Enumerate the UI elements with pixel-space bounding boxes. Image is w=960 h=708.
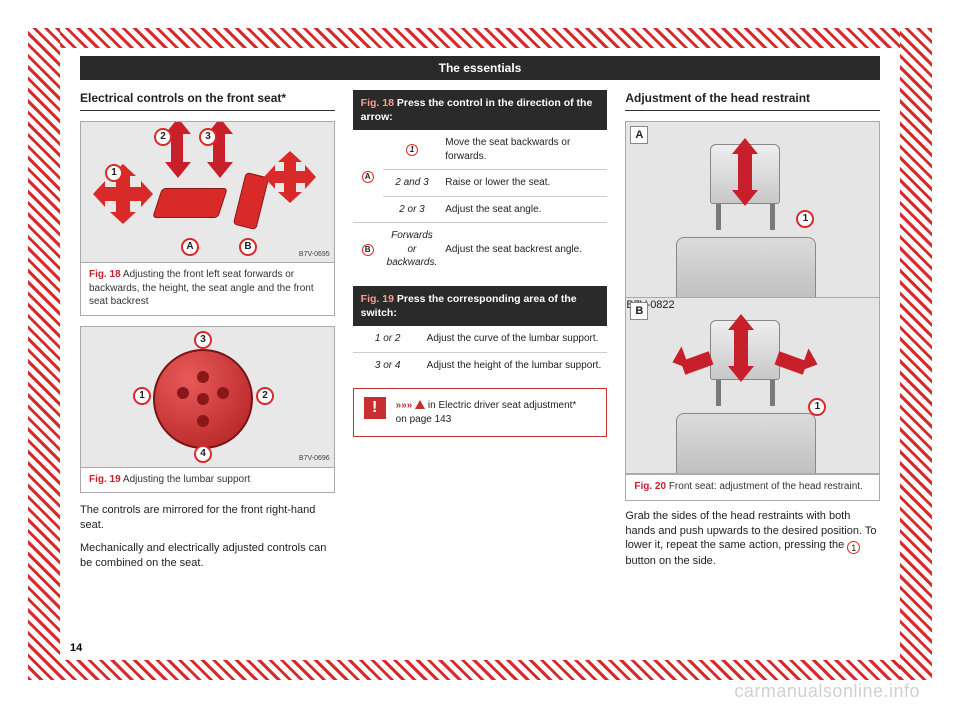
fig20a-bubble-1: 1 (796, 210, 814, 228)
warning-box: ! »»» in Electric driver seat adjustment… (353, 388, 608, 437)
figure-19-number: Fig. 19 (89, 474, 121, 485)
figure-19: 1 2 3 4 B7V-0696 Fig. 19 Adjusting the l… (80, 326, 335, 494)
figure-18-number: Fig. 18 (89, 269, 121, 280)
figure-18-caption-text: Adjusting the front left seat forwards o… (89, 269, 314, 307)
table19-desc-2: Adjust the height of the lumbar support. (423, 352, 608, 378)
table18-desc-1: Move the seat backwards or forwards. (441, 130, 607, 170)
figure-18-code: B7V-0695 (299, 250, 330, 259)
table18-ctrl-2: 2 and 3 (395, 177, 428, 188)
fig20b-bubble-1: 1 (808, 398, 826, 416)
col1-para-1: The controls are mirrored for the front … (80, 503, 335, 533)
fig18-bubble-2: 2 (154, 128, 172, 146)
warning-text-1: in Electric driver seat adjustment* (428, 400, 576, 411)
watermark: carmanualsonline.info (734, 681, 920, 702)
fig19-bubble-2: 2 (256, 387, 274, 405)
table18-desc-4: Adjust the seat backrest angle. (441, 223, 607, 276)
figure-19-caption-text: Adjusting the lumbar support (123, 474, 250, 485)
table-row: 3 or 4 Adjust the height of the lumbar s… (353, 352, 608, 378)
table-19-head-fignum: Fig. 19 (361, 293, 394, 305)
col3-para: Grab the sides of the head restraints wi… (625, 509, 880, 570)
page-content: The essentials Electrical controls on th… (60, 48, 900, 660)
table-row: A 1 Move the seat backwards or forwards. (353, 130, 608, 170)
panel-letter-a: A (630, 126, 648, 144)
figure-20-number: Fig. 20 (634, 481, 666, 492)
column-3: Adjustment of the head restraint A 1 B (625, 90, 880, 579)
page-border-top (28, 28, 932, 48)
column-2: Fig. 18 Press the control in the directi… (353, 90, 608, 579)
figure-20-caption: Fig. 20 Front seat: adjustment of the he… (626, 474, 879, 500)
chapter-title: The essentials (80, 56, 880, 80)
table18-desc-2: Raise or lower the seat. (441, 170, 607, 197)
table-18: A 1 Move the seat backwards or forwards.… (353, 130, 608, 276)
table18-letter-b: B (362, 244, 374, 256)
page-border-left (28, 28, 60, 680)
figure-20: A 1 B (625, 121, 880, 501)
heading-electrical-controls: Electrical controls on the front seat* (80, 90, 335, 111)
heading-head-restraint: Adjustment of the head restraint (625, 90, 880, 111)
figure-19-image: 1 2 3 4 B7V-0696 (81, 327, 334, 467)
table18-ctrl-3: 2 or 3 (399, 204, 425, 215)
figure-20-panel-a: A 1 (626, 122, 879, 298)
warning-icon: ! (364, 397, 386, 419)
table19-ctrl-1: 1 or 2 (375, 333, 401, 344)
table-19-head-text: Press the corresponding area of the swit… (361, 293, 577, 319)
fig19-bubble-4: 4 (194, 445, 212, 463)
table-row: 2 and 3 Raise or lower the seat. (353, 170, 608, 197)
table-19-head: Fig. 19 Press the corresponding area of … (353, 286, 608, 326)
col3-para-text-2: button on the side. (625, 555, 716, 567)
table19-ctrl-2: 3 or 4 (375, 360, 401, 371)
inline-bubble-1: 1 (847, 541, 860, 554)
table-row: B Forwards or backwards. Adjust the seat… (353, 223, 608, 276)
col3-para-text-1: Grab the sides of the head restraints wi… (625, 510, 876, 552)
table-19: 1 or 2 Adjust the curve of the lumbar su… (353, 326, 608, 378)
column-1: Electrical controls on the front seat* (80, 90, 335, 579)
table-18-head-text: Press the control in the direction of th… (361, 97, 593, 123)
table18-ctrl-1: 1 (406, 144, 418, 156)
page-number: 14 (70, 642, 82, 654)
figure-18-caption: Fig. 18 Adjusting the front left seat fo… (81, 262, 334, 315)
figure-18-image: A B 1 2 3 B7V-0695 (81, 122, 334, 262)
fig19-bubble-1: 1 (133, 387, 151, 405)
fig18-label-b: B (239, 238, 257, 256)
table-row: 1 or 2 Adjust the curve of the lumbar su… (353, 326, 608, 352)
table-18-head-fignum: Fig. 18 (361, 97, 394, 109)
columns: Electrical controls on the front seat* (80, 90, 880, 579)
table-row: 2 or 3 Adjust the seat angle. (353, 196, 608, 223)
fig19-bubble-3: 3 (194, 331, 212, 349)
col1-para-2: Mechanically and electrically adjusted c… (80, 541, 335, 571)
table18-ctrl-4: Forwards or backwards. (387, 230, 438, 268)
warning-text-2: on page 143 (396, 414, 452, 425)
table18-letter-a: A (362, 171, 374, 183)
page-border-bottom (28, 660, 932, 680)
panel-letter-b: B (630, 302, 648, 320)
figure-19-code: B7V-0696 (299, 454, 330, 463)
table-18-head: Fig. 18 Press the control in the directi… (353, 90, 608, 130)
figure-20-caption-text: Front seat: adjustment of the head restr… (669, 481, 863, 492)
table19-desc-1: Adjust the curve of the lumbar support. (423, 326, 608, 352)
table18-desc-3: Adjust the seat angle. (441, 196, 607, 223)
warning-triangle-icon (415, 400, 425, 409)
fig18-label-a: A (181, 238, 199, 256)
figure-19-caption: Fig. 19 Adjusting the lumbar support (81, 467, 334, 493)
warning-marker: »»» (396, 400, 413, 411)
figure-18: A B 1 2 3 B7V-0695 Fig. 18 Adjusting the… (80, 121, 335, 316)
page-border-right (900, 28, 932, 680)
figure-20-panel-b: B 1 B7V-0822 (626, 298, 879, 474)
